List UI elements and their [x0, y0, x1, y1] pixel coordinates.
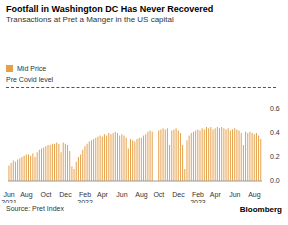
svg-text:Apr: Apr [210, 191, 222, 199]
svg-text:Jun: Jun [229, 191, 240, 198]
svg-text:Jun2021: Jun2021 [8, 191, 17, 203]
html-text:Bloomberg: Bloomberg [239, 205, 282, 214]
svg-text:Feb2023: Feb2023 [190, 191, 206, 203]
svg-text:0.0: 0.0 [270, 177, 280, 184]
svg-text:Aug: Aug [135, 191, 148, 199]
html-text:Source: Pret Index: Source: Pret Index [6, 205, 64, 212]
html-text:Transactions at Pret a Manger: Transactions at Pret a Manger in the US … [6, 15, 174, 24]
svg-text:Dec: Dec [172, 191, 185, 198]
svg-text:0.6: 0.6 [270, 105, 280, 112]
svg-text:Apr: Apr [97, 191, 109, 199]
svg-text:0.4: 0.4 [270, 129, 280, 136]
svg-text:Feb2022: Feb2022 [77, 191, 93, 203]
html-text:Footfall in Washington DC Has: Footfall in Washington DC Has Never Reco… [6, 4, 214, 14]
svg-text:Dec: Dec [59, 191, 72, 198]
svg-text:Jun: Jun [116, 191, 127, 198]
svg-text:0.2: 0.2 [270, 153, 280, 160]
html-text:Mid Price: Mid Price [17, 64, 47, 72]
svg-text:Aug: Aug [20, 191, 33, 199]
svg-text:Oct: Oct [153, 191, 164, 198]
html-text:Pre Covid level: Pre Covid level [6, 76, 54, 83]
svg-text:Oct: Oct [41, 191, 52, 198]
svg-text:Aug: Aug [248, 191, 261, 199]
